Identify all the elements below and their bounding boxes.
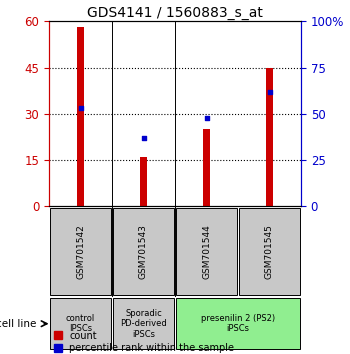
- Bar: [113, 208, 174, 295]
- Text: GSM701542: GSM701542: [76, 224, 85, 279]
- Text: Sporadic
PD-derived
iPSCs: Sporadic PD-derived iPSCs: [120, 309, 167, 339]
- Text: control
IPSCs: control IPSCs: [66, 314, 95, 333]
- Text: GSM701543: GSM701543: [139, 224, 148, 279]
- Title: GDS4141 / 1560883_s_at: GDS4141 / 1560883_s_at: [87, 6, 263, 20]
- Bar: [203, 129, 210, 206]
- Legend: count, percentile rank within the sample: count, percentile rank within the sample: [54, 331, 234, 353]
- Text: GSM701545: GSM701545: [265, 224, 274, 279]
- Point: [204, 115, 209, 120]
- Bar: [140, 157, 147, 206]
- Bar: [176, 208, 237, 295]
- Point: [267, 89, 272, 95]
- Bar: [77, 27, 84, 206]
- Text: GSM701544: GSM701544: [202, 224, 211, 279]
- Point: [141, 135, 146, 141]
- Bar: [113, 298, 174, 349]
- Bar: [266, 68, 273, 206]
- Point: [78, 105, 83, 111]
- Bar: [50, 208, 111, 295]
- Text: presenilin 2 (PS2)
iPSCs: presenilin 2 (PS2) iPSCs: [201, 314, 275, 333]
- Text: cell line: cell line: [0, 319, 36, 329]
- Bar: [176, 298, 300, 349]
- Bar: [239, 208, 300, 295]
- Bar: [50, 298, 111, 349]
